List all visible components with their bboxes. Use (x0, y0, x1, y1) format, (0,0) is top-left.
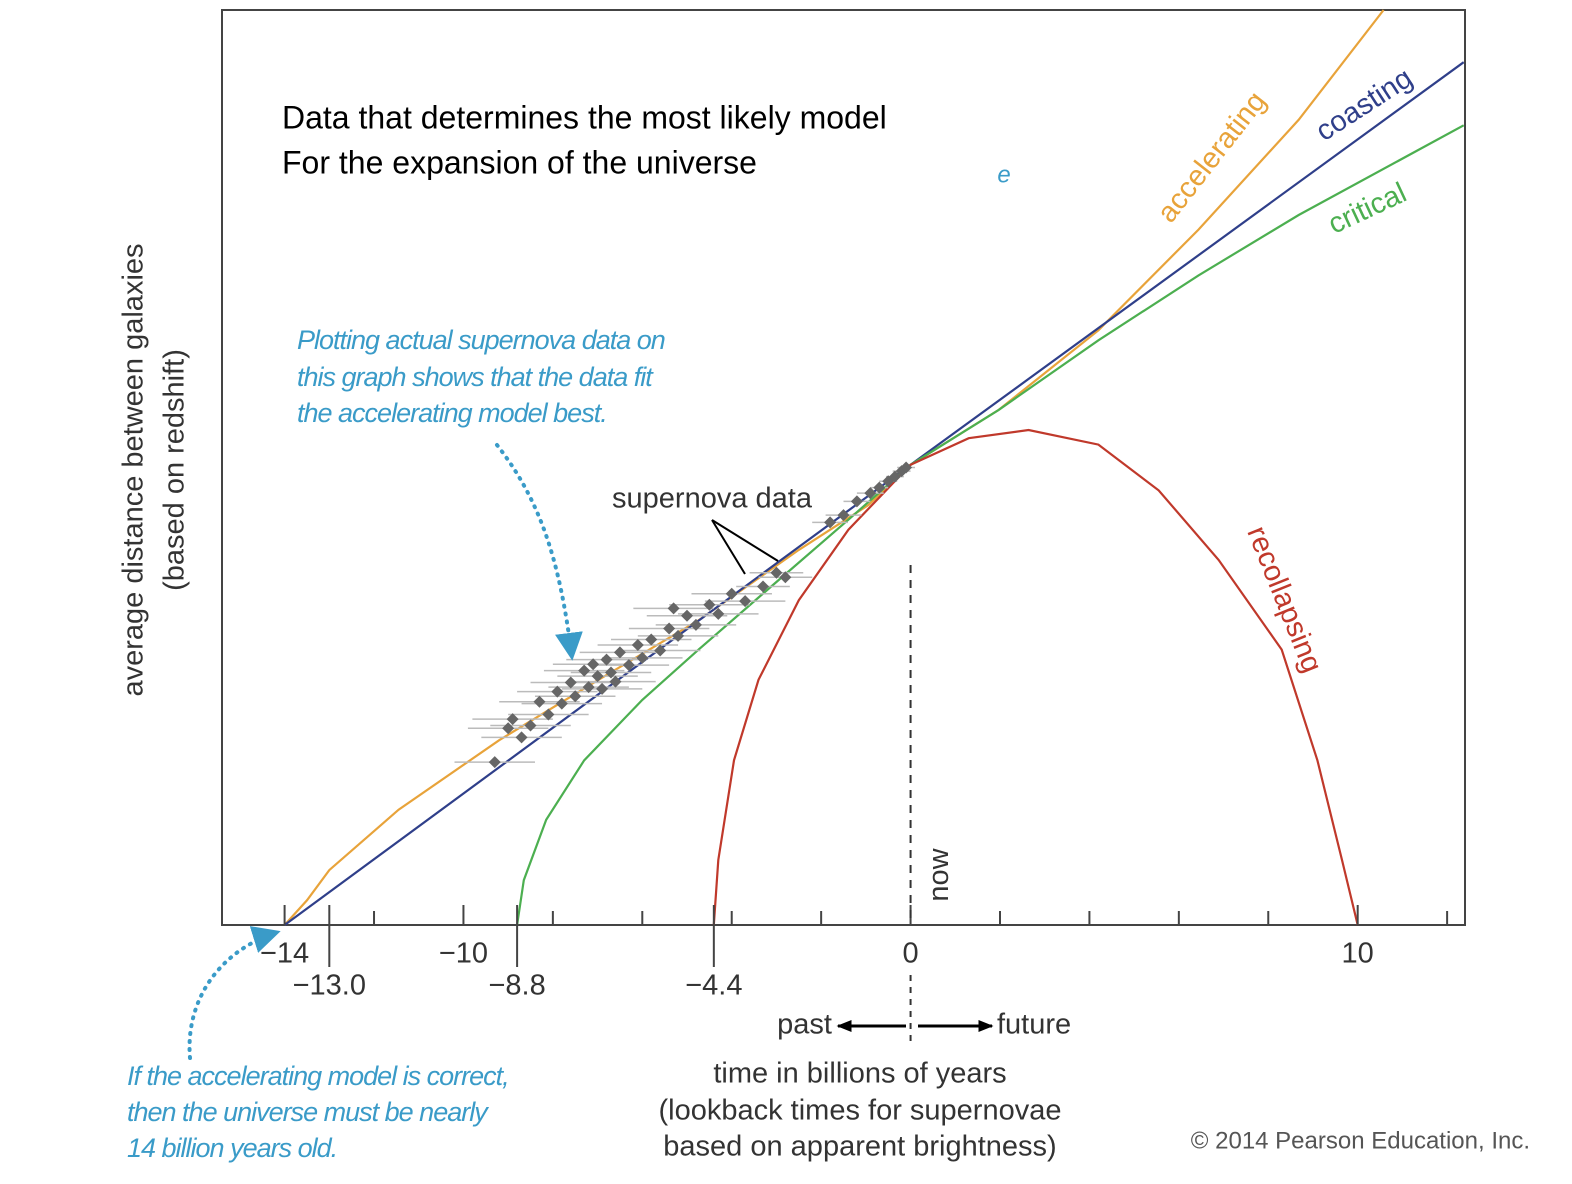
supernova-point (725, 587, 738, 600)
supernova-point (645, 633, 658, 646)
supernova-point (703, 598, 716, 611)
supernova-point (672, 629, 685, 642)
supernova-point (569, 690, 582, 703)
x-tick-label: 0 (902, 938, 918, 970)
annotation: the accelerating model best. (297, 398, 607, 428)
supernova-point (587, 658, 600, 671)
annotation-arrow (187, 926, 281, 1060)
chart-title: Data that determines the most likely mod… (282, 99, 887, 135)
supernova-point (488, 756, 501, 769)
supernova-point (515, 731, 528, 744)
supernova-point (596, 682, 609, 695)
supernova-point (578, 664, 591, 677)
x-axis-label: (lookback times for supernovae (659, 1095, 1062, 1127)
annotation: 14 billion years old. (127, 1133, 337, 1163)
supernova-point (524, 719, 537, 732)
annotation-arrow (495, 443, 583, 661)
supernova-point (506, 713, 519, 726)
supernova-point (502, 722, 515, 735)
annotation: Plotting actual supernova data on (297, 325, 665, 355)
model-curve (712, 428, 1359, 926)
x-axis-label: based on apparent brightness) (663, 1131, 1056, 1163)
age-marker-label: −4.4 (685, 970, 742, 1002)
supernova-point (582, 681, 595, 694)
supernova-point (864, 487, 877, 500)
model-curve (283, 9, 1385, 926)
supernova-point (888, 470, 901, 483)
supernova-point (636, 651, 649, 664)
supernova-point (824, 516, 837, 529)
supernova-point (542, 708, 555, 721)
supernova-point (873, 481, 886, 494)
supernova-point (551, 685, 564, 698)
supernova-point (604, 666, 617, 679)
supernova-point (837, 509, 850, 522)
supernova-point (555, 697, 568, 710)
supernova-point (667, 602, 680, 615)
supernova-point (631, 639, 644, 652)
y-axis-label: average distance between galaxies (118, 243, 150, 696)
supernova-point (757, 580, 770, 593)
supernova-point (609, 675, 622, 688)
curve-label: accelerating (1151, 86, 1272, 229)
now-label: now (923, 847, 955, 901)
supernova-point (654, 644, 667, 657)
marks (283, 9, 1465, 926)
annotation: then the universe must be nearly (127, 1097, 489, 1127)
annotation: If the accelerating model is correct, (127, 1061, 509, 1091)
copyright: © 2014 Pearson Education, Inc. (1191, 1127, 1530, 1154)
supernova-point (613, 646, 626, 659)
chart-title: For the expansion of the universe (282, 144, 757, 180)
age-marker-label: −13.0 (293, 970, 366, 1002)
curve-label: critical (1323, 177, 1411, 241)
x-axis-label: time in billions of years (713, 1058, 1006, 1090)
supernova-point (600, 653, 613, 666)
scatter-label: supernova data (612, 483, 813, 515)
supernova-point (689, 618, 702, 631)
supernova-point (739, 595, 752, 608)
pointer (711, 519, 746, 575)
supernova-point (900, 461, 913, 474)
supernova-point (533, 695, 546, 708)
y-axis-label: (based on redshift) (159, 349, 191, 591)
model-curve (516, 124, 1465, 926)
plot-frame (221, 9, 1466, 926)
supernova-point (564, 676, 577, 689)
supernova-point (663, 622, 676, 635)
stray-mark: e (997, 161, 1010, 188)
supernova-point (591, 670, 604, 683)
future-label: future (997, 1009, 1071, 1041)
x-tick-label: −10 (439, 938, 488, 970)
x-tick-label: −14 (260, 938, 309, 970)
supernova-point (622, 659, 635, 672)
supernova-point (712, 607, 725, 620)
past-label: past (777, 1009, 832, 1041)
pointer (711, 519, 779, 562)
supernova-point (770, 566, 783, 579)
supernova-point (850, 495, 863, 508)
x-tick-label: 10 (1342, 938, 1374, 970)
annotation: this graph shows that the data fit (297, 362, 654, 392)
supernova-point (779, 571, 792, 584)
supernova-point (681, 609, 694, 622)
age-marker-label: −8.8 (488, 970, 545, 1002)
